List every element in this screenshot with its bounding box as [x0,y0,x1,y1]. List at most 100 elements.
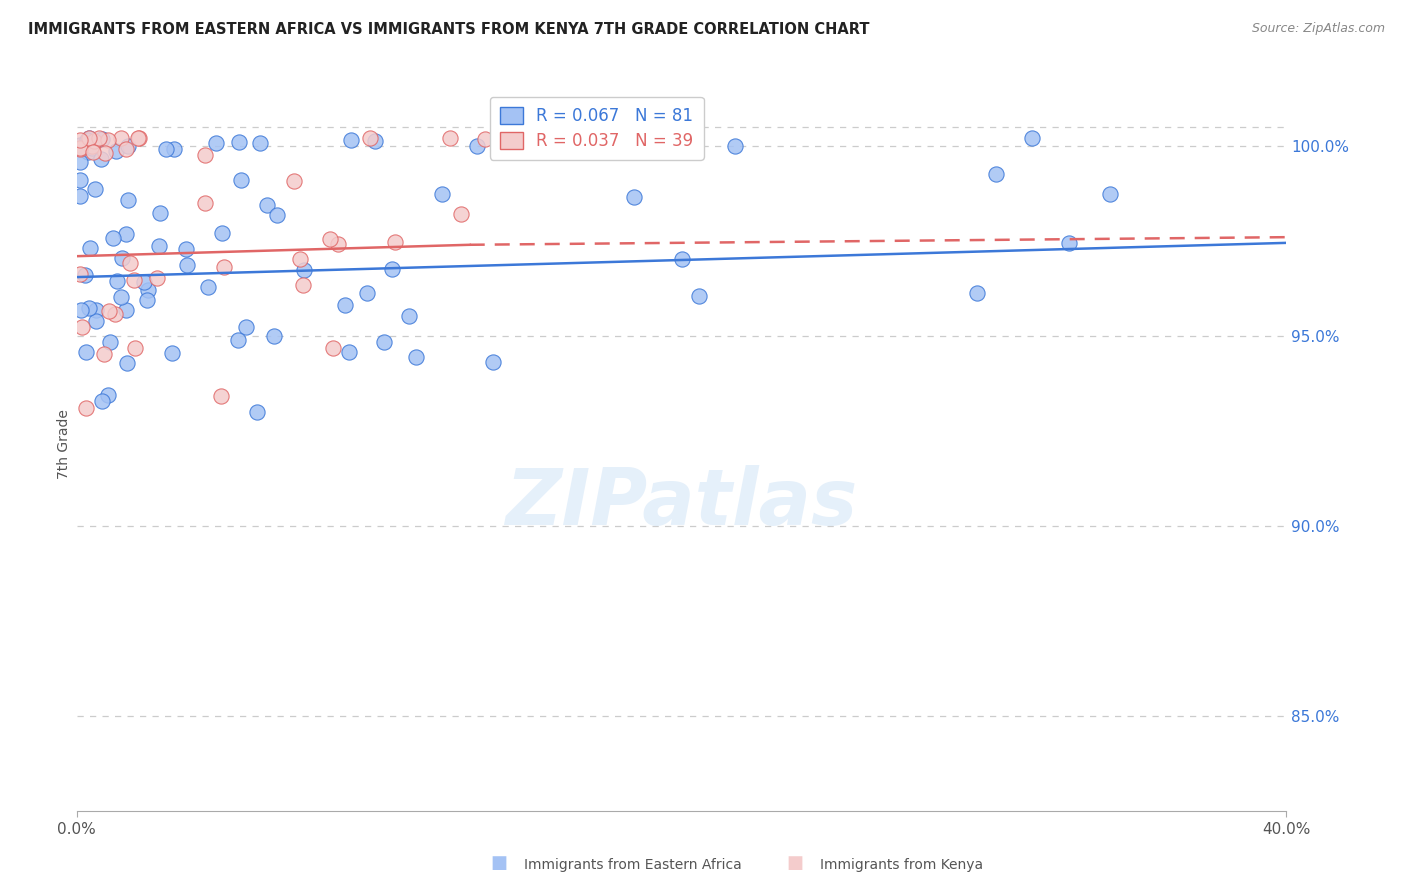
Point [76,145,98,159]
Point [114,227,136,241]
Point [319,232,342,246]
Point [73,268,96,283]
Point [337,345,360,359]
Y-axis label: 7th Grade: 7th Grade [58,409,72,479]
Point [197,280,219,294]
Point [174,242,197,256]
Point [292,278,315,293]
Point [1098,186,1121,201]
Point [146,271,169,285]
Point [226,333,249,347]
Point [176,259,198,273]
Point [212,260,235,275]
Point [1059,235,1081,250]
Point [1021,131,1043,145]
Text: Immigrants from Eastern Africa: Immigrants from Eastern Africa [524,858,742,872]
Point [77,301,100,315]
Point [482,354,505,368]
Point [69,142,91,156]
Point [82,141,104,155]
Legend: R = 0.067   N = 81, R = 0.037   N = 39: R = 0.067 N = 81, R = 0.037 N = 39 [489,97,703,160]
Point [283,174,305,188]
Point [205,136,228,150]
Point [398,309,420,323]
Point [688,288,710,302]
Point [69,188,91,202]
Point [430,186,453,201]
Point [235,320,257,334]
Point [465,139,488,153]
Point [606,137,628,152]
Point [439,131,461,145]
Point [79,242,101,256]
Point [209,389,232,403]
Point [356,286,378,301]
Point [724,138,747,153]
Point [266,208,288,222]
Point [86,302,108,317]
Point [124,341,146,355]
Point [101,231,124,245]
Text: ■: ■ [786,855,803,872]
Point [363,134,385,148]
Point [105,145,128,159]
Point [96,388,118,402]
Point [110,131,132,145]
Point [90,152,112,166]
Point [77,131,100,145]
Point [69,140,91,154]
Point [488,134,510,148]
Point [637,133,659,147]
Point [966,285,988,300]
Point [94,146,117,161]
Point [118,255,141,269]
Point [127,131,149,145]
Point [149,205,172,219]
Point [110,290,132,304]
Point [105,274,128,288]
Point [91,132,114,146]
Point [288,252,311,267]
Point [114,142,136,156]
Point [474,132,496,146]
Point [322,341,344,355]
Point [335,298,357,312]
Point [89,131,111,145]
Point [135,293,157,307]
Point [84,182,107,196]
Point [83,134,105,148]
Point [76,133,98,147]
Point [211,226,233,240]
Point [292,263,315,277]
Point [623,189,645,203]
Point [77,131,100,145]
Point [263,329,285,343]
Point [381,261,404,276]
Point [104,307,127,321]
Text: Source: ZipAtlas.com: Source: ZipAtlas.com [1251,22,1385,36]
Text: ■: ■ [491,855,508,872]
Point [70,320,93,334]
Point [229,173,252,187]
Point [93,347,115,361]
Point [384,235,406,250]
Point [75,136,97,150]
Point [671,252,693,267]
Point [155,142,177,156]
Point [98,303,121,318]
Point [194,148,217,162]
Point [339,133,361,147]
Point [90,394,112,409]
Point [373,335,395,350]
Point [132,275,155,289]
Point [246,405,269,419]
Point [117,138,139,153]
Point [82,145,104,160]
Point [98,335,121,350]
Point [194,196,217,211]
Point [75,401,97,415]
Point [84,314,107,328]
Point [69,137,91,152]
Point [450,207,472,221]
Point [256,198,278,212]
